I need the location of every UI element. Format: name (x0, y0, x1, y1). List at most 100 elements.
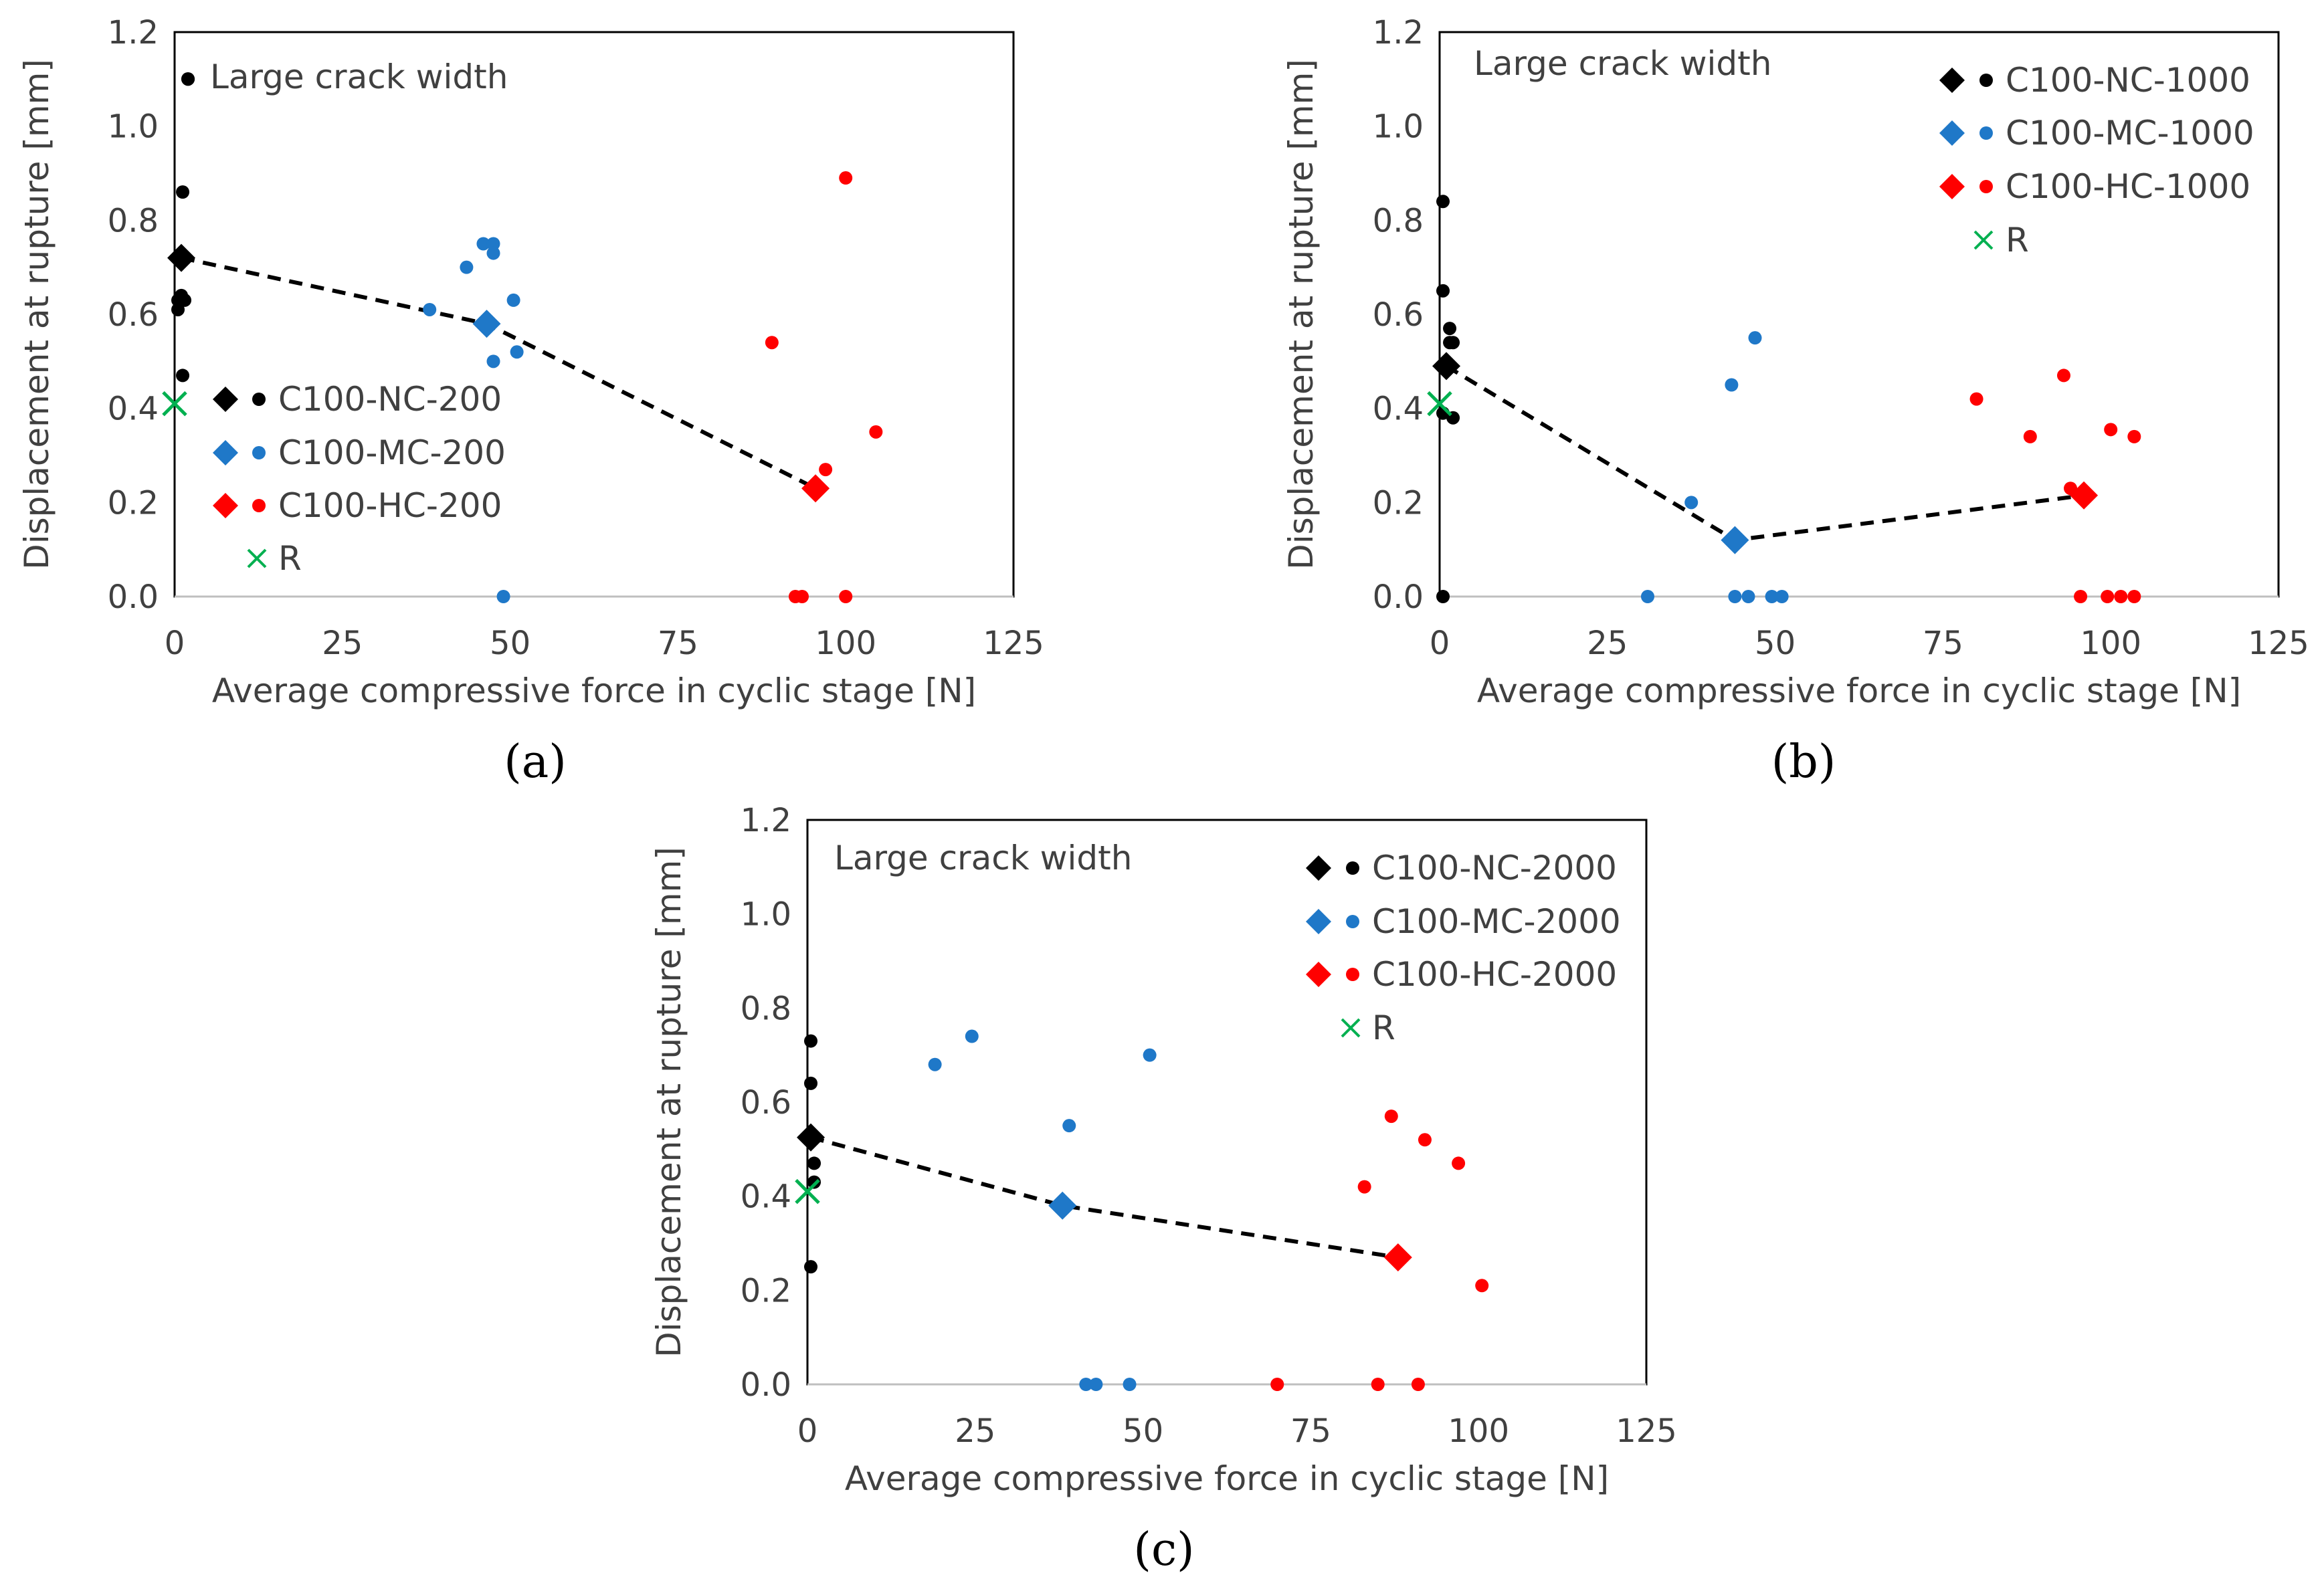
legend-r-cross (1973, 230, 1994, 250)
x-tick-label: 0 (165, 625, 185, 662)
data-point-hc (1384, 1110, 1398, 1124)
trend-line-group (810, 1135, 1399, 1260)
legend-mc-diamond (1306, 909, 1331, 934)
data-point-hc (1270, 1378, 1284, 1391)
mean-markers-group (795, 1123, 1412, 1272)
trend-line-group (1445, 364, 2085, 542)
x-tick-label: 50 (490, 625, 530, 662)
data-point-mc (1684, 496, 1699, 510)
legend-hc-dot (252, 499, 266, 512)
x-tick-label: 25 (955, 1412, 995, 1450)
legend-nc-diamond (1306, 855, 1331, 881)
data-point-nc (1436, 284, 1450, 298)
y-tick-label: 0.6 (108, 296, 159, 334)
x-tick-label: 75 (1923, 625, 1963, 662)
x-tick-label: 75 (1290, 1412, 1331, 1450)
y-tick-label: 0.6 (741, 1084, 791, 1122)
panel-title: (a) (504, 736, 567, 788)
legend-label-r: R (278, 539, 302, 578)
legend-nc-dot (252, 393, 266, 406)
mean-marker-hc (1383, 1243, 1412, 1272)
data-point-nc (1436, 590, 1450, 603)
x-tick-label: 25 (1587, 625, 1628, 662)
data-point-hc (2101, 590, 2115, 603)
data-point-mc (506, 293, 520, 307)
panel-c: 0.0 0.2 0.4 0.6 0.8 1.0 1.2 0 25 50 75 100 125 Aver… (650, 802, 1677, 1576)
legend-label-r: R (1372, 1009, 1395, 1047)
y-axis-label: Displacement at rupture [mm] (17, 59, 56, 570)
data-point-mc (476, 237, 490, 251)
legend-label-hc: C100-HC-1000 (2006, 167, 2250, 206)
x-tick-label: 0 (1430, 625, 1450, 662)
y-tick-label: 0.2 (108, 484, 159, 522)
legend-nc-diamond (1939, 68, 1965, 93)
legend-r-cross (247, 548, 267, 568)
y-tick-label: 0.8 (741, 990, 791, 1027)
y-tick-label: 0.2 (741, 1272, 791, 1309)
mean-marker-nc (167, 243, 196, 272)
legend-hc-diamond (213, 493, 238, 518)
x-tick-label: 25 (322, 625, 363, 662)
data-point-mc (1775, 590, 1789, 603)
note-label: Large crack width (834, 839, 1132, 877)
y-tick-label: 1.0 (741, 896, 791, 934)
x-tick-labels: 0 25 50 75 100 125 (797, 1412, 1677, 1450)
y-tick-label: 1.2 (108, 14, 159, 51)
y-tick-label: 0.4 (741, 1178, 791, 1216)
data-point-mc (1079, 1378, 1093, 1391)
legend-mc-diamond (1939, 120, 1965, 146)
y-tick-label: 1.0 (1373, 108, 1424, 146)
data-point-mc (1748, 331, 1762, 345)
mean-markers-group (1427, 352, 2099, 554)
x-tick-label: 0 (797, 1412, 818, 1450)
trend-line (1445, 364, 2085, 542)
data-points-group (804, 1029, 1489, 1391)
legend-label-hc: C100-HC-2000 (1372, 955, 1617, 994)
data-point-hc (765, 336, 779, 350)
data-point-mc (423, 302, 437, 316)
data-point-hc (795, 590, 809, 603)
data-point-mc (1062, 1119, 1076, 1133)
data-point-hc (2104, 423, 2118, 437)
note-label: Large crack width (210, 58, 508, 96)
y-axis-label: Displacement at rupture [mm] (1282, 59, 1321, 570)
legend-nc-dot (1979, 74, 1993, 87)
data-point-hc (1357, 1180, 1371, 1194)
reference-r-marker (1427, 391, 1452, 417)
data-point-hc (2056, 368, 2070, 383)
note-dot (181, 72, 195, 86)
data-point-mc (1741, 590, 1755, 603)
note-label: Large crack width (1474, 44, 1771, 83)
data-point-nc (1436, 195, 1450, 209)
x-tick-labels: 0 25 50 75 100 125 (1430, 625, 2309, 662)
data-point-nc (804, 1076, 818, 1090)
panel-a: 0.0 0.2 0.4 0.6 0.8 1.0 1.2 0 25 50 75 100 125 Aver… (17, 14, 1044, 788)
data-point-mc (1123, 1378, 1137, 1391)
reference-r-marker (795, 1178, 820, 1204)
legend-label-nc: C100-NC-200 (278, 380, 502, 419)
data-point-hc (2114, 590, 2128, 603)
y-tick-label: 0.8 (108, 202, 159, 239)
legend-label-nc: C100-NC-2000 (1372, 849, 1617, 887)
data-point-nc (807, 1175, 821, 1189)
data-point-mc (486, 237, 500, 251)
y-tick-labels: 0.0 0.2 0.4 0.6 0.8 1.0 1.2 (741, 802, 791, 1404)
legend-hc-dot (1979, 180, 1993, 193)
data-point-hc (1371, 1378, 1385, 1391)
legend-mc-diamond (213, 440, 238, 465)
x-tick-label: 100 (2080, 625, 2141, 662)
legend-r-cross (1341, 1018, 1361, 1038)
x-tick-label: 125 (1616, 1412, 1677, 1450)
data-point-nc (178, 293, 192, 307)
legend: C100-NC-200 C100-MC-200 C100-HC-200 R (213, 380, 506, 578)
y-tick-label: 1.2 (741, 802, 791, 839)
x-tick-label: 75 (658, 625, 698, 662)
y-tick-label: 0.2 (1373, 484, 1424, 522)
y-tick-label: 1.2 (1373, 14, 1424, 51)
data-point-nc (176, 185, 190, 199)
y-tick-label: 0.6 (1373, 296, 1424, 334)
legend-nc-dot (1346, 861, 1359, 875)
x-tick-label: 125 (983, 625, 1044, 662)
legend: C100-NC-1000 C100-MC-1000 C100-HC-1000 R (1939, 61, 2254, 259)
